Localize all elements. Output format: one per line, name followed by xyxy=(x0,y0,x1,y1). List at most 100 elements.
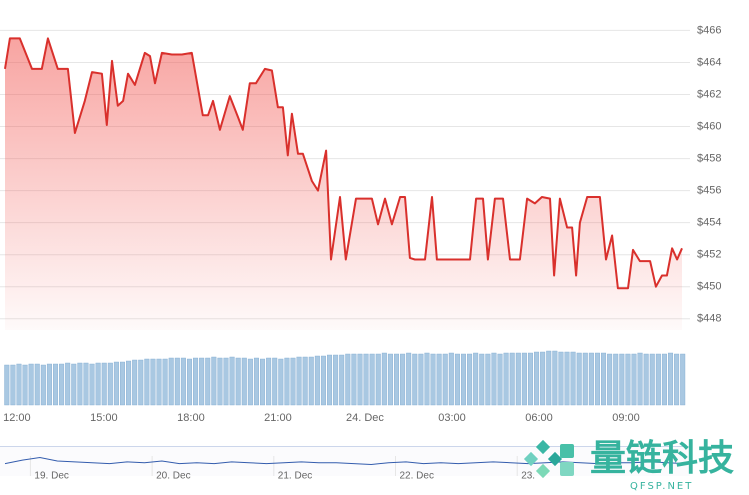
volume-bar xyxy=(357,353,363,406)
volume-bar xyxy=(412,353,418,406)
volume-bar xyxy=(467,353,473,406)
volume-bar xyxy=(649,353,655,406)
volume-bar xyxy=(448,352,454,406)
watermark-title: 量链科技 xyxy=(590,438,734,479)
volume-bar xyxy=(643,353,649,406)
navigator-tick-label: 21. Dec xyxy=(278,471,312,482)
x-tick-label: 24. Dec xyxy=(346,412,384,424)
x-tick-label: 06:00 xyxy=(525,412,553,424)
x-tick-label: 18:00 xyxy=(177,412,205,424)
y-tick-label: $448 xyxy=(697,313,721,325)
volume-bar xyxy=(485,353,491,406)
volume-bar xyxy=(217,357,223,406)
volume-bar xyxy=(394,353,400,406)
volume-bar xyxy=(308,356,314,406)
volume-bar xyxy=(460,353,466,406)
volume-bar xyxy=(473,352,479,406)
volume-bar xyxy=(28,363,34,406)
volume-bar xyxy=(625,353,631,406)
volume-bar xyxy=(454,353,460,406)
volume-bar xyxy=(619,353,625,406)
volume-bar xyxy=(144,358,150,406)
volume-panel xyxy=(4,350,686,406)
y-tick-label: $460 xyxy=(697,120,721,132)
volume-bar xyxy=(95,362,101,406)
volume-bar xyxy=(661,353,667,406)
volume-bar xyxy=(339,354,345,406)
volume-bar xyxy=(186,358,192,406)
volume-bar xyxy=(637,352,643,406)
volume-bar xyxy=(564,351,570,406)
volume-bar xyxy=(113,361,119,406)
x-tick-label: 12:00 xyxy=(3,412,31,424)
volume-bar xyxy=(655,353,661,406)
volume-bar xyxy=(119,361,125,406)
volume-bar xyxy=(601,352,607,406)
navigator-tick-label: 23. xyxy=(521,471,535,482)
volume-bar xyxy=(296,356,302,406)
volume-bar xyxy=(515,352,521,406)
volume-bar xyxy=(400,353,406,406)
volume-bar xyxy=(680,353,686,406)
volume-bar xyxy=(570,351,576,406)
volume-bar xyxy=(40,364,46,406)
volume-bar xyxy=(540,351,546,406)
volume-bar xyxy=(205,357,211,406)
y-tick-label: $458 xyxy=(697,152,721,164)
volume-bar xyxy=(418,353,424,406)
watermark-logo xyxy=(523,439,574,479)
volume-bar xyxy=(381,352,387,406)
y-tick-label: $450 xyxy=(697,281,721,293)
watermark-subtitle: QFSP.NET xyxy=(630,481,693,492)
y-tick-label: $462 xyxy=(697,88,721,100)
volume-bar xyxy=(132,359,138,406)
volume-bar xyxy=(668,352,674,406)
volume-bar xyxy=(71,363,77,406)
navigator-background xyxy=(0,446,690,476)
volume-bar xyxy=(436,353,442,406)
volume-bar xyxy=(576,352,582,406)
y-tick-label: $452 xyxy=(697,249,721,261)
navigator: 19. Dec 20. Dec 21. Dec 22. Dec 23. xyxy=(0,446,690,482)
volume-bar xyxy=(607,353,613,406)
volume-bar xyxy=(4,364,10,406)
volume-bar xyxy=(272,357,278,406)
price-line xyxy=(4,37,683,290)
volume-bar xyxy=(260,358,266,406)
volume-bar xyxy=(126,360,132,406)
volume-bar xyxy=(314,355,320,406)
volume-bar xyxy=(22,364,28,406)
x-tick-label: 03:00 xyxy=(438,412,466,424)
volume-bar xyxy=(16,363,22,406)
volume-bar xyxy=(193,357,199,406)
volume-bar xyxy=(156,358,162,406)
volume-bar xyxy=(503,352,509,406)
volume-bar xyxy=(558,351,564,406)
volume-bar xyxy=(375,353,381,406)
volume-bar xyxy=(594,352,600,406)
volume-bar xyxy=(162,358,168,406)
y-tick-label: $456 xyxy=(697,185,721,197)
volume-bar xyxy=(369,353,375,406)
volume-bar xyxy=(89,363,95,406)
volume-bar xyxy=(674,353,680,406)
volume-bar xyxy=(509,352,515,406)
volume-bar xyxy=(150,358,156,406)
volume-bar xyxy=(497,353,503,406)
volume-bar xyxy=(582,352,588,406)
volume-bar xyxy=(174,357,180,406)
volume-bar xyxy=(521,352,527,406)
volume-bar xyxy=(290,357,296,406)
volume-bar xyxy=(424,352,430,406)
volume-bar xyxy=(613,353,619,406)
volume-bar xyxy=(180,357,186,406)
volume-bar xyxy=(101,362,107,406)
volume-bar xyxy=(53,363,59,406)
volume-bar xyxy=(223,357,229,406)
volume-bar xyxy=(430,353,436,406)
volume-bar xyxy=(479,353,485,406)
price-area xyxy=(5,38,682,331)
volume-bar xyxy=(363,353,369,406)
volume-bar xyxy=(138,359,144,406)
